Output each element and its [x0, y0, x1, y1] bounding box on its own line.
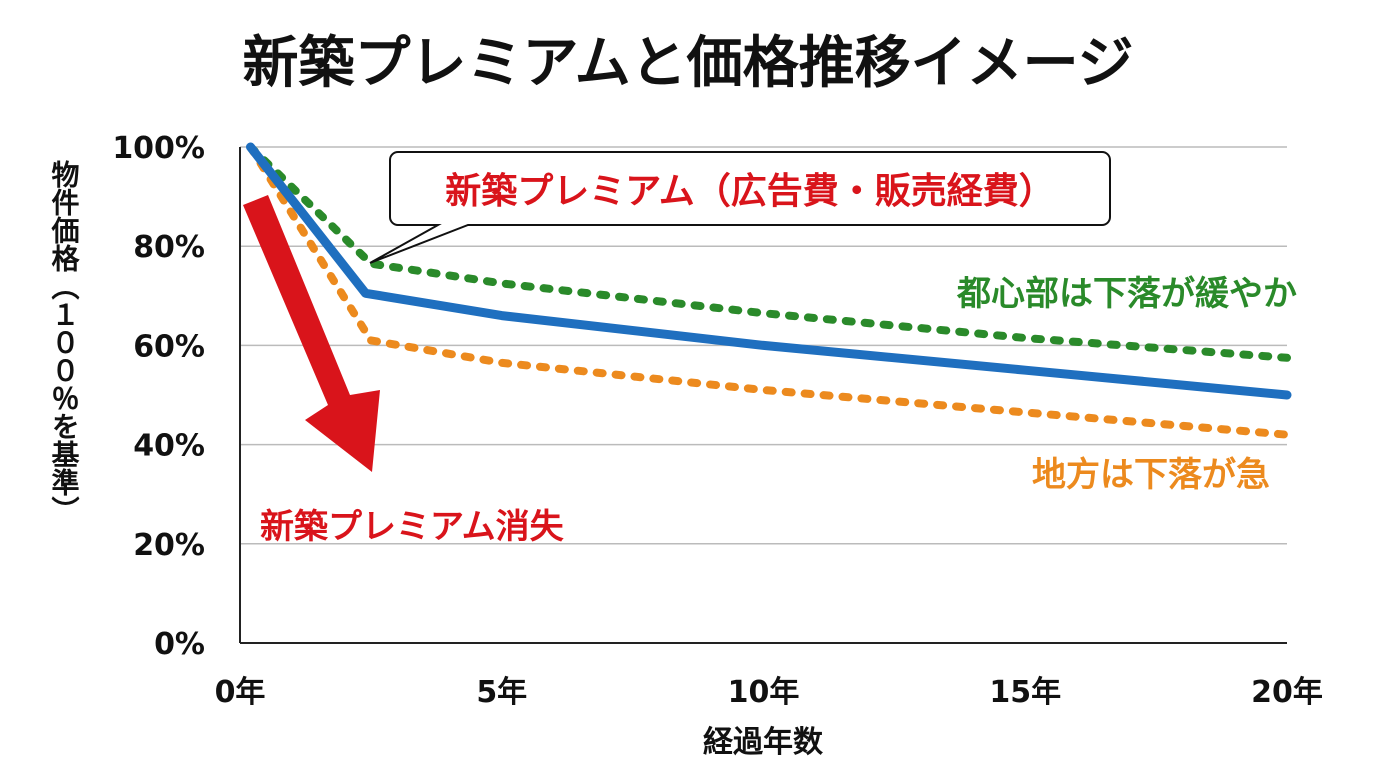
y-tick-label: 60% — [133, 329, 205, 364]
x-tick-label: 0年 — [215, 675, 266, 710]
arrow-label: 新築プレミアム消失 — [260, 507, 565, 547]
green-series-label: 都心部は下落が緩やか — [956, 274, 1297, 314]
x-tick-labels: 0年 5年 10年 15年 20年 — [215, 675, 1323, 710]
orange-series-label: 地方は下落が急 — [1032, 455, 1270, 495]
x-tick-label: 5年 — [476, 675, 527, 710]
y-tick-label: 80% — [133, 230, 205, 265]
y-tick-label: 40% — [133, 429, 205, 464]
x-axis-label: 経過年数 — [703, 725, 824, 760]
y-tick-labels: 0% 20% 40% 60% 80% 100% — [112, 131, 205, 662]
y-tick-label: 0% — [154, 627, 205, 662]
premium-loss-arrow — [243, 195, 380, 472]
premium-callout: 新築プレミアム（広告費・販売経費） — [369, 151, 1111, 264]
y-axis-label: 物件価格（１００％を基準） — [48, 160, 81, 524]
y-tick-label: 100% — [112, 131, 205, 166]
y-tick-label: 20% — [133, 528, 205, 563]
chart-title: 新築プレミアムと価格推移イメージ — [243, 31, 1134, 96]
series-line-solid-0 — [246, 142, 1292, 400]
callout-text: 新築プレミアム（広告費・販売経費） — [445, 171, 1054, 212]
series-lines — [246, 142, 1292, 439]
x-tick-label: 20年 — [1251, 675, 1323, 710]
x-tick-label: 10年 — [728, 675, 800, 710]
series-line-dotted-2 — [246, 143, 1291, 439]
x-tick-label: 15年 — [989, 675, 1061, 710]
callout-bubble — [369, 151, 1111, 264]
series-line-dotted-1 — [246, 143, 1291, 362]
arrow-shape — [243, 195, 380, 472]
